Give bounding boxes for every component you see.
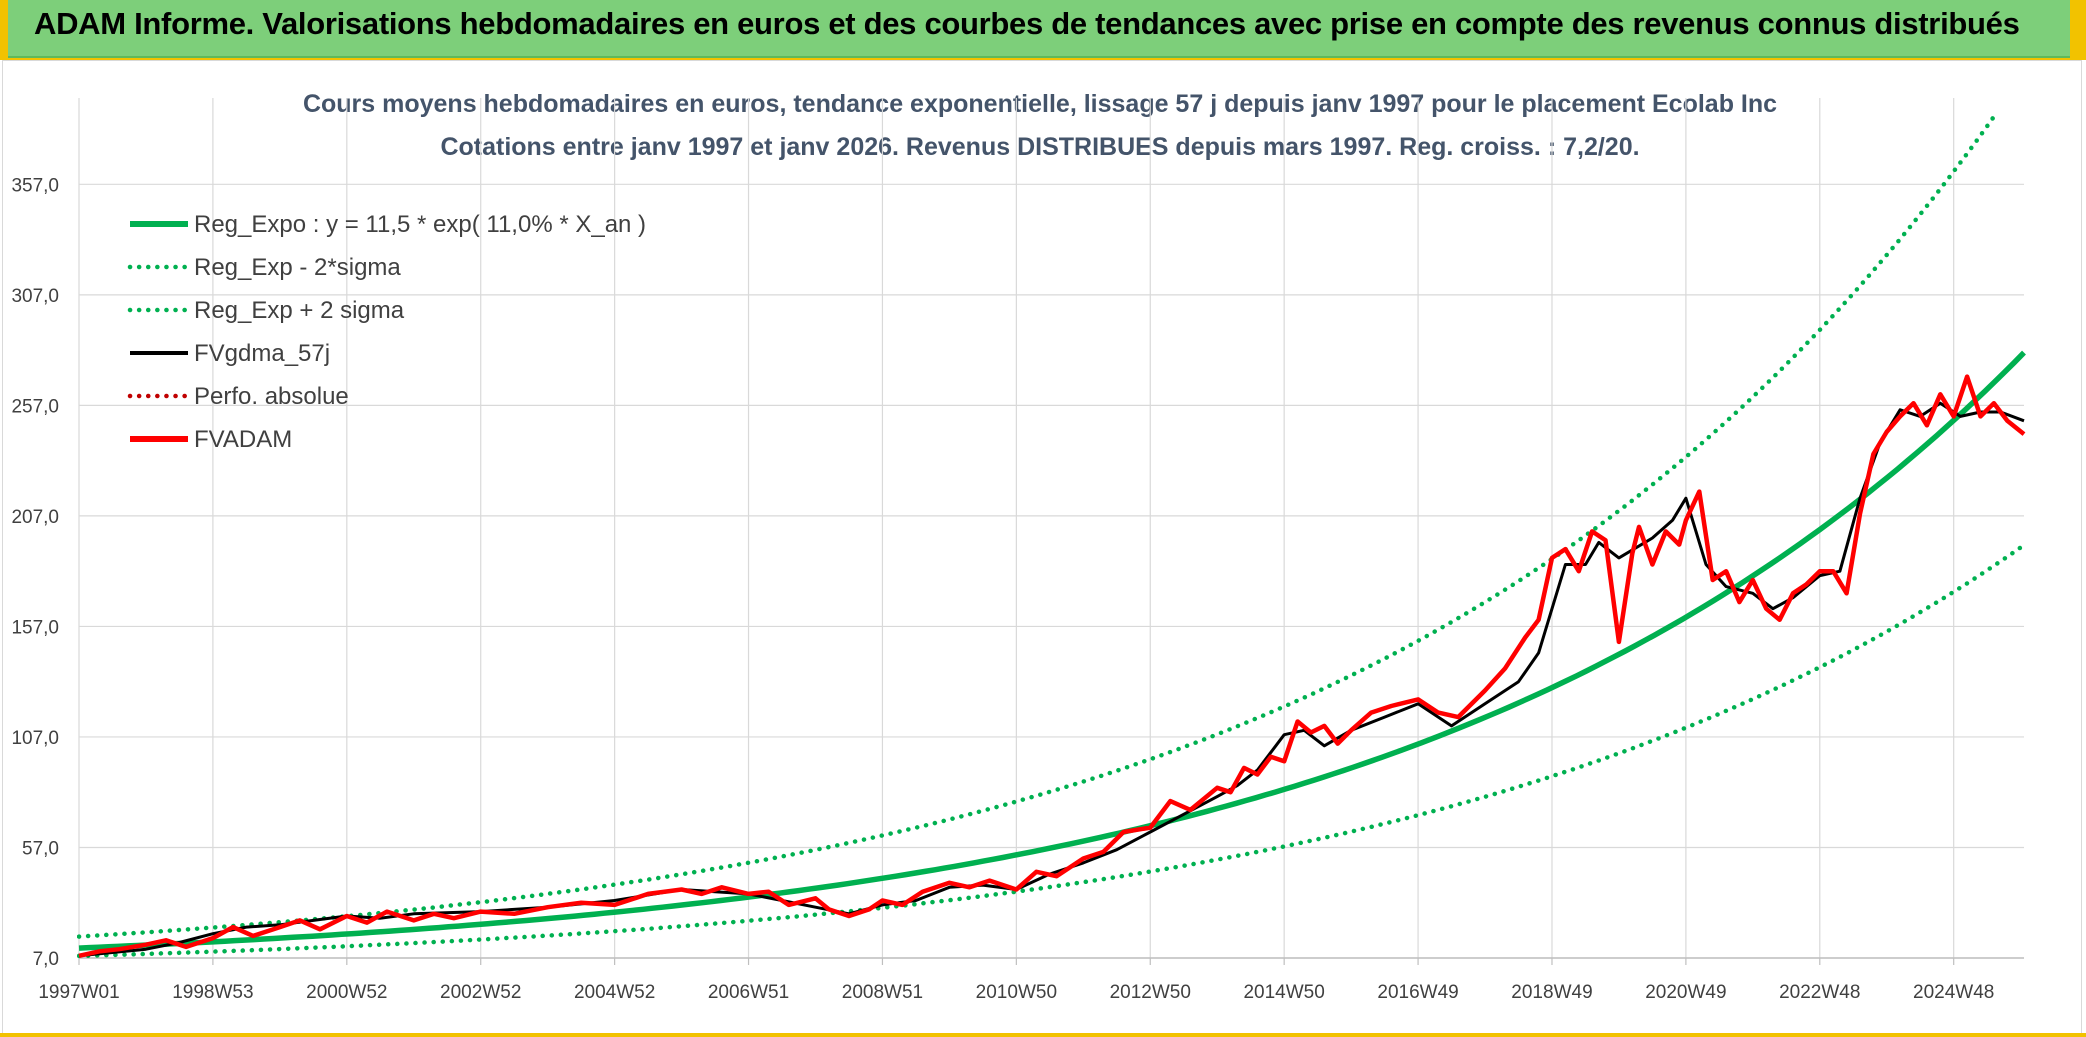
chart-title-line2: Cotations entre janv 1997 et janv 2026. … (440, 133, 1639, 161)
legend-entry: Reg_Expo : y = 11,5 * exp( 11,0% * X_an … (130, 211, 646, 238)
chart-title-line1: Cours moyens hebdomadaires en euros, ten… (303, 90, 1777, 118)
y-tick-label: 157,0 (11, 617, 59, 638)
x-tick-label: 2014W50 (1243, 982, 1324, 1003)
y-tick-label: 57,0 (22, 838, 59, 859)
y-tick-label: 307,0 (11, 286, 59, 307)
x-tick-label: 2002W52 (440, 982, 521, 1003)
y-tick-label: 107,0 (11, 728, 59, 749)
series-reg-expo (78, 350, 2026, 951)
header-bar: ADAM Informe. Valorisations hebdomadaire… (8, 0, 2070, 58)
grid (78, 98, 2024, 965)
x-tick-label: 2010W50 (976, 982, 1057, 1003)
legend-entry: Reg_Exp - 2*sigma (127, 254, 401, 281)
legend-entry: Reg_Exp + 2 sigma (127, 297, 405, 324)
legend-label: FVgdma_57j (194, 340, 330, 367)
legend-label: Reg_Exp - 2*sigma (194, 254, 401, 281)
y-tick-label: 257,0 (11, 396, 59, 417)
y-tick-label: 357,0 (11, 175, 59, 196)
legend-label: Reg_Expo : y = 11,5 * exp( 11,0% * X_an … (194, 211, 646, 238)
x-tick-label: 2006W51 (708, 982, 789, 1003)
x-tick-label: 2018W49 (1511, 982, 1592, 1003)
legend-entry: Perfo. absolue (127, 383, 349, 410)
x-tick-label: 2012W50 (1110, 982, 1191, 1003)
legend-entry: FVgdma_57j (130, 340, 330, 367)
legend-label: FVADAM (194, 426, 292, 453)
x-tick-label: 2008W51 (842, 982, 923, 1003)
legend-label: Reg_Exp + 2 sigma (194, 297, 405, 324)
y-tick-label: 7,0 (33, 949, 59, 970)
x-tick-label: 2020W49 (1645, 982, 1726, 1003)
bottom-accent-bar (0, 1033, 2086, 1037)
legend-label: Perfo. absolue (194, 383, 349, 410)
plot-series (77, 116, 2027, 959)
legend: Reg_Expo : y = 11,5 * exp( 11,0% * X_an … (127, 211, 646, 453)
x-tick-label: 1997W01 (38, 982, 119, 1003)
series-reg-exp-plus-2sigma (77, 116, 1998, 939)
x-tick-label: 2016W49 (1377, 982, 1458, 1003)
series-reg-exp-minus-2sigma (77, 542, 2027, 959)
series-fvgdma-57j (78, 401, 2025, 958)
series-fvadam (78, 374, 2026, 958)
x-tick-label: 1998W53 (172, 982, 253, 1003)
legend-entry: FVADAM (130, 426, 292, 453)
x-tick-label: 2024W48 (1913, 982, 1994, 1003)
x-tick-label: 2000W52 (306, 982, 387, 1003)
page-title: ADAM Informe. Valorisations hebdomadaire… (34, 6, 2020, 41)
y-tick-label: 207,0 (11, 507, 59, 528)
axis-labels: 7,0 57,0 107,0 157,0 207,0 257,0 307,0 357,0 199… (11, 175, 1994, 1003)
x-tick-label: 2022W48 (1779, 982, 1860, 1003)
x-tick-label: 2004W52 (574, 982, 655, 1003)
